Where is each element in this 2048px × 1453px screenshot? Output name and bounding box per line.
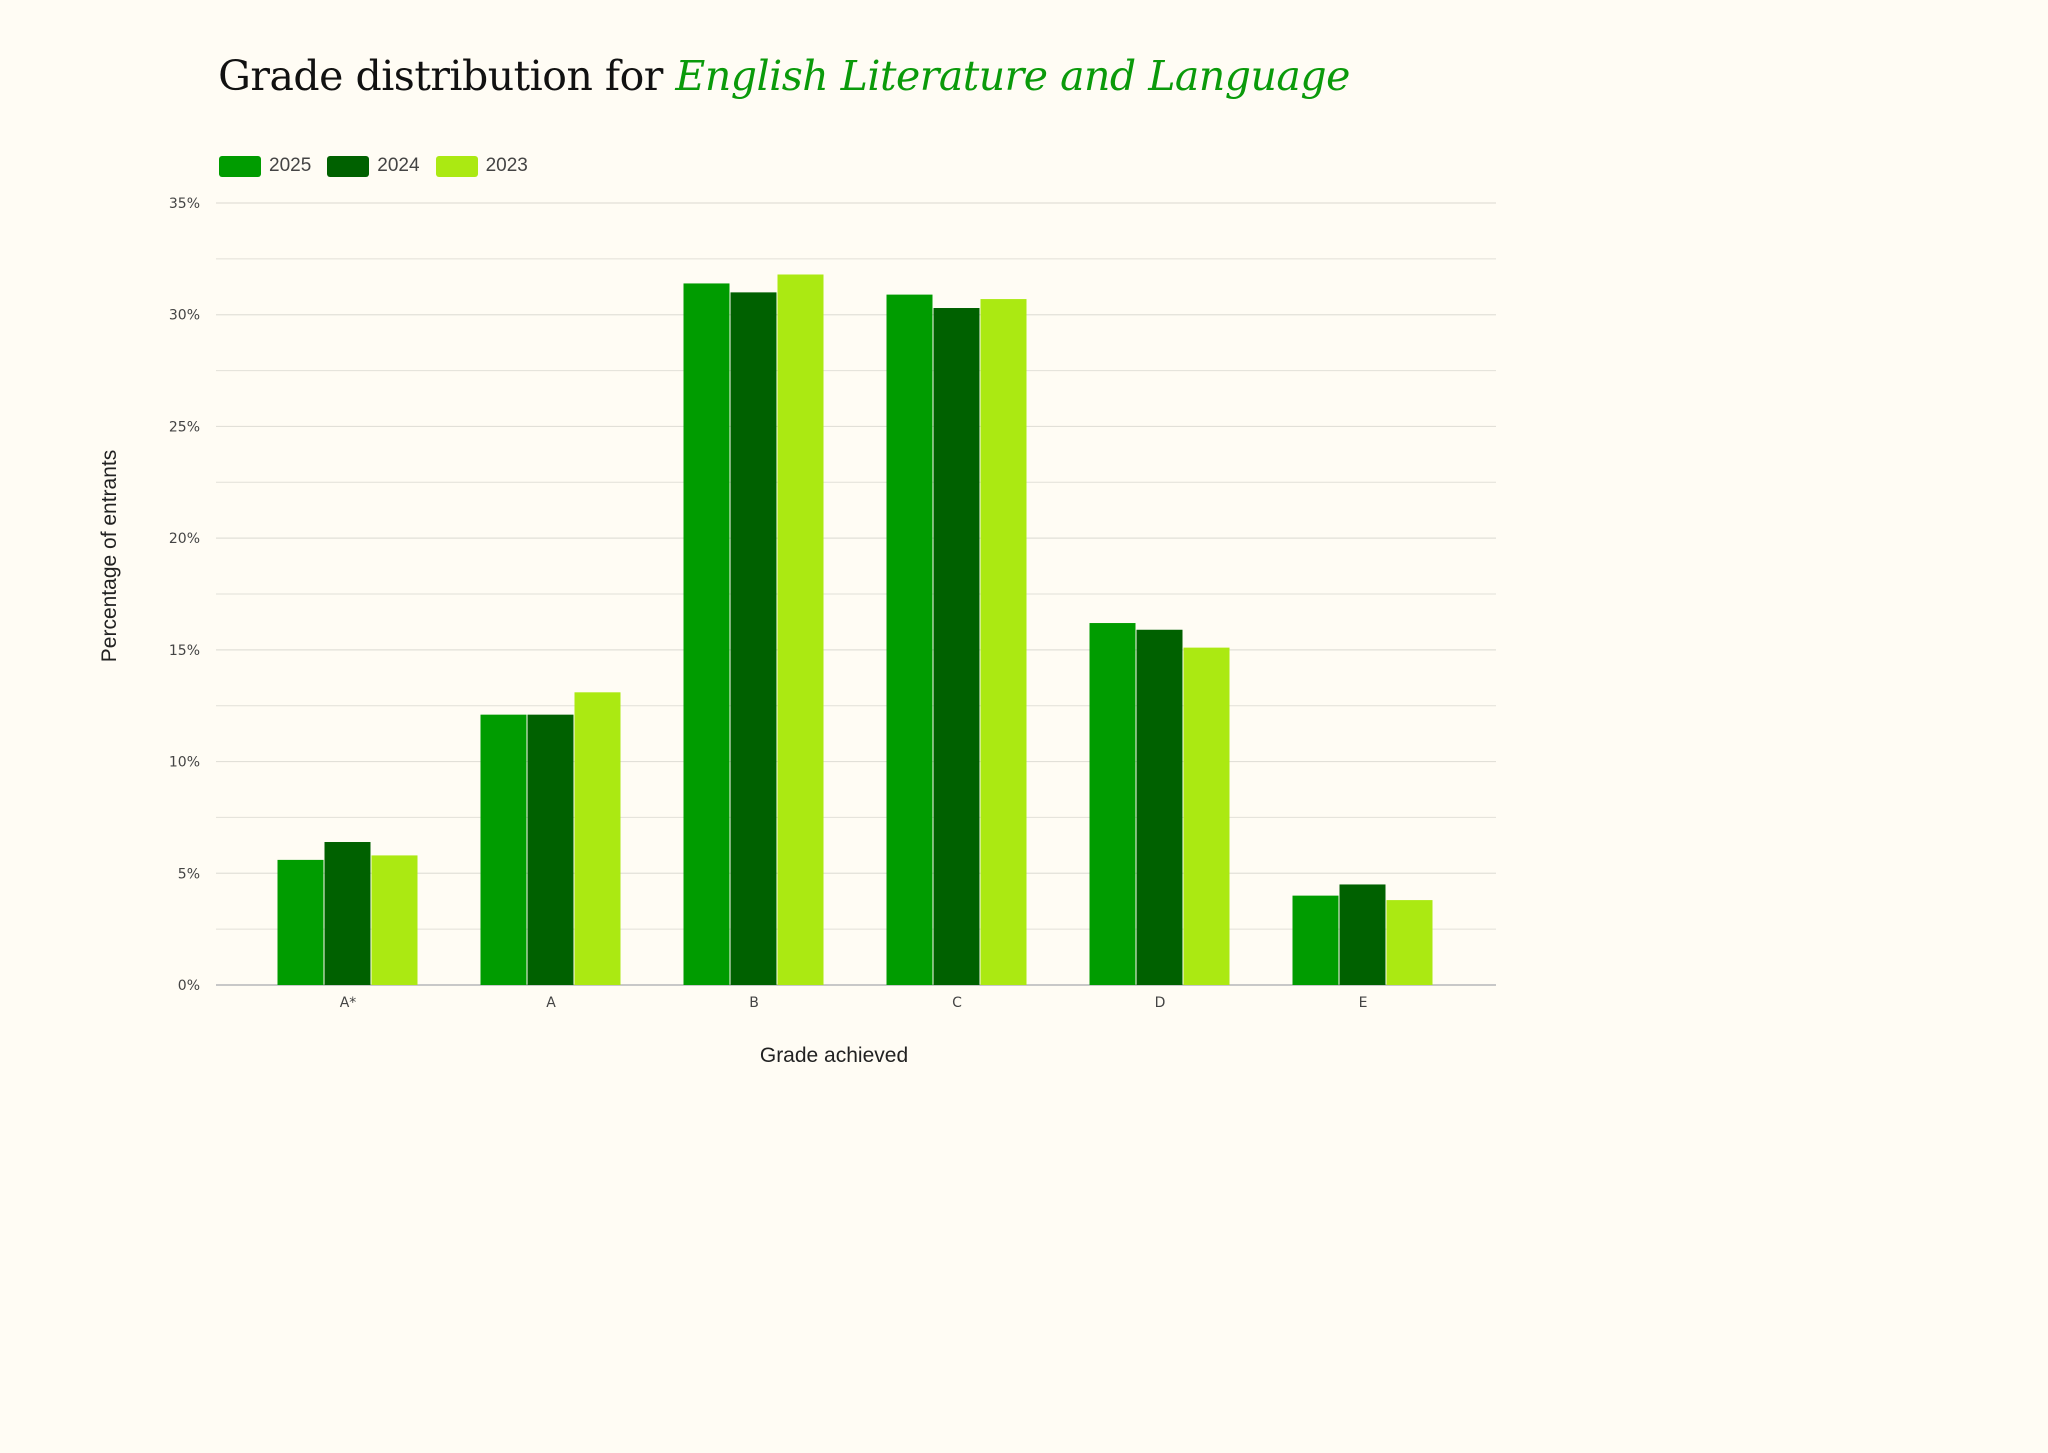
bar-2025-D: 2025 D: 16.2%	[1089, 623, 1136, 985]
bar-2025-C: 2025 C: 30.9%	[886, 294, 933, 985]
y-tick-label: 0%	[178, 978, 200, 994]
legend-swatch	[327, 155, 370, 177]
chart-figure: Grade distribution for English Literatur…	[0, 52, 1568, 1067]
y-tick-label: 25%	[169, 419, 200, 435]
legend-swatch	[219, 155, 261, 177]
y-tick-label: 30%	[169, 308, 200, 324]
bar-2023-B: 2023 B: 31.8%	[777, 274, 824, 985]
bar-2024-A: 2024 A: 12.1%	[527, 714, 574, 985]
bar-2025-A*: 2025 A*: 5.6%	[277, 859, 324, 985]
legend-item-2024: 2024	[327, 155, 420, 177]
y-tick-label: 15%	[169, 643, 200, 659]
x-tick-label: E	[1359, 995, 1368, 1011]
y-tick-label: 5%	[178, 866, 200, 882]
y-tick-label: 10%	[169, 755, 200, 771]
x-axis-title: Grade achieved	[760, 1044, 908, 1067]
bar-2023-D: 2023 D: 15.1%	[1183, 647, 1230, 985]
x-tick-label: C	[952, 995, 962, 1011]
x-tick-label: A	[546, 995, 556, 1011]
bar-chart: 0%5%10%15%20%25%30%35%2025 A*: 5.6%2024 …	[98, 196, 1496, 1067]
x-tick-label: D	[1155, 995, 1166, 1011]
legend-label: 2023	[485, 155, 528, 176]
bar-2024-B: 2024 B: 31%	[730, 292, 777, 985]
title-subject: English Literature and Language	[675, 52, 1350, 100]
legend-label: 2025	[269, 155, 312, 176]
bar-2023-A: 2023 A: 13.1%	[574, 692, 621, 985]
legend-label: 2024	[377, 155, 420, 176]
bar-2023-C: 2023 C: 30.7%	[980, 299, 1027, 985]
legend-swatch	[435, 155, 478, 177]
title-prefix: Grade distribution for	[218, 52, 676, 100]
chart-legend: 2025 2024 2023	[219, 155, 544, 177]
bar-2025-E: 2025 E: 4%	[1292, 895, 1339, 985]
y-axis-title: Percentage of entrants	[98, 450, 121, 662]
bar-2023-E: 2023 E: 3.8%	[1386, 900, 1433, 985]
y-tick-label: 35%	[169, 196, 200, 212]
x-tick-label: B	[749, 995, 759, 1011]
bar-2023-A*: 2023 A*: 5.8%	[371, 855, 418, 985]
bar-2025-A: 2025 A: 12.1%	[480, 714, 527, 985]
chart-title: Grade distribution for English Literatur…	[0, 52, 1568, 100]
bar-2024-E: 2024 E: 4.5%	[1339, 884, 1386, 985]
x-tick-label: A*	[340, 995, 357, 1011]
y-tick-label: 20%	[169, 531, 200, 547]
bar-2025-B: 2025 B: 31.4%	[683, 283, 730, 985]
bar-2024-A*: 2024 A*: 6.4%	[324, 842, 371, 985]
bar-2024-D: 2024 D: 15.9%	[1136, 629, 1183, 985]
bar-2024-C: 2024 C: 30.3%	[933, 308, 980, 985]
legend-item-2025: 2025	[219, 155, 311, 177]
legend-item-2023: 2023	[435, 155, 528, 177]
